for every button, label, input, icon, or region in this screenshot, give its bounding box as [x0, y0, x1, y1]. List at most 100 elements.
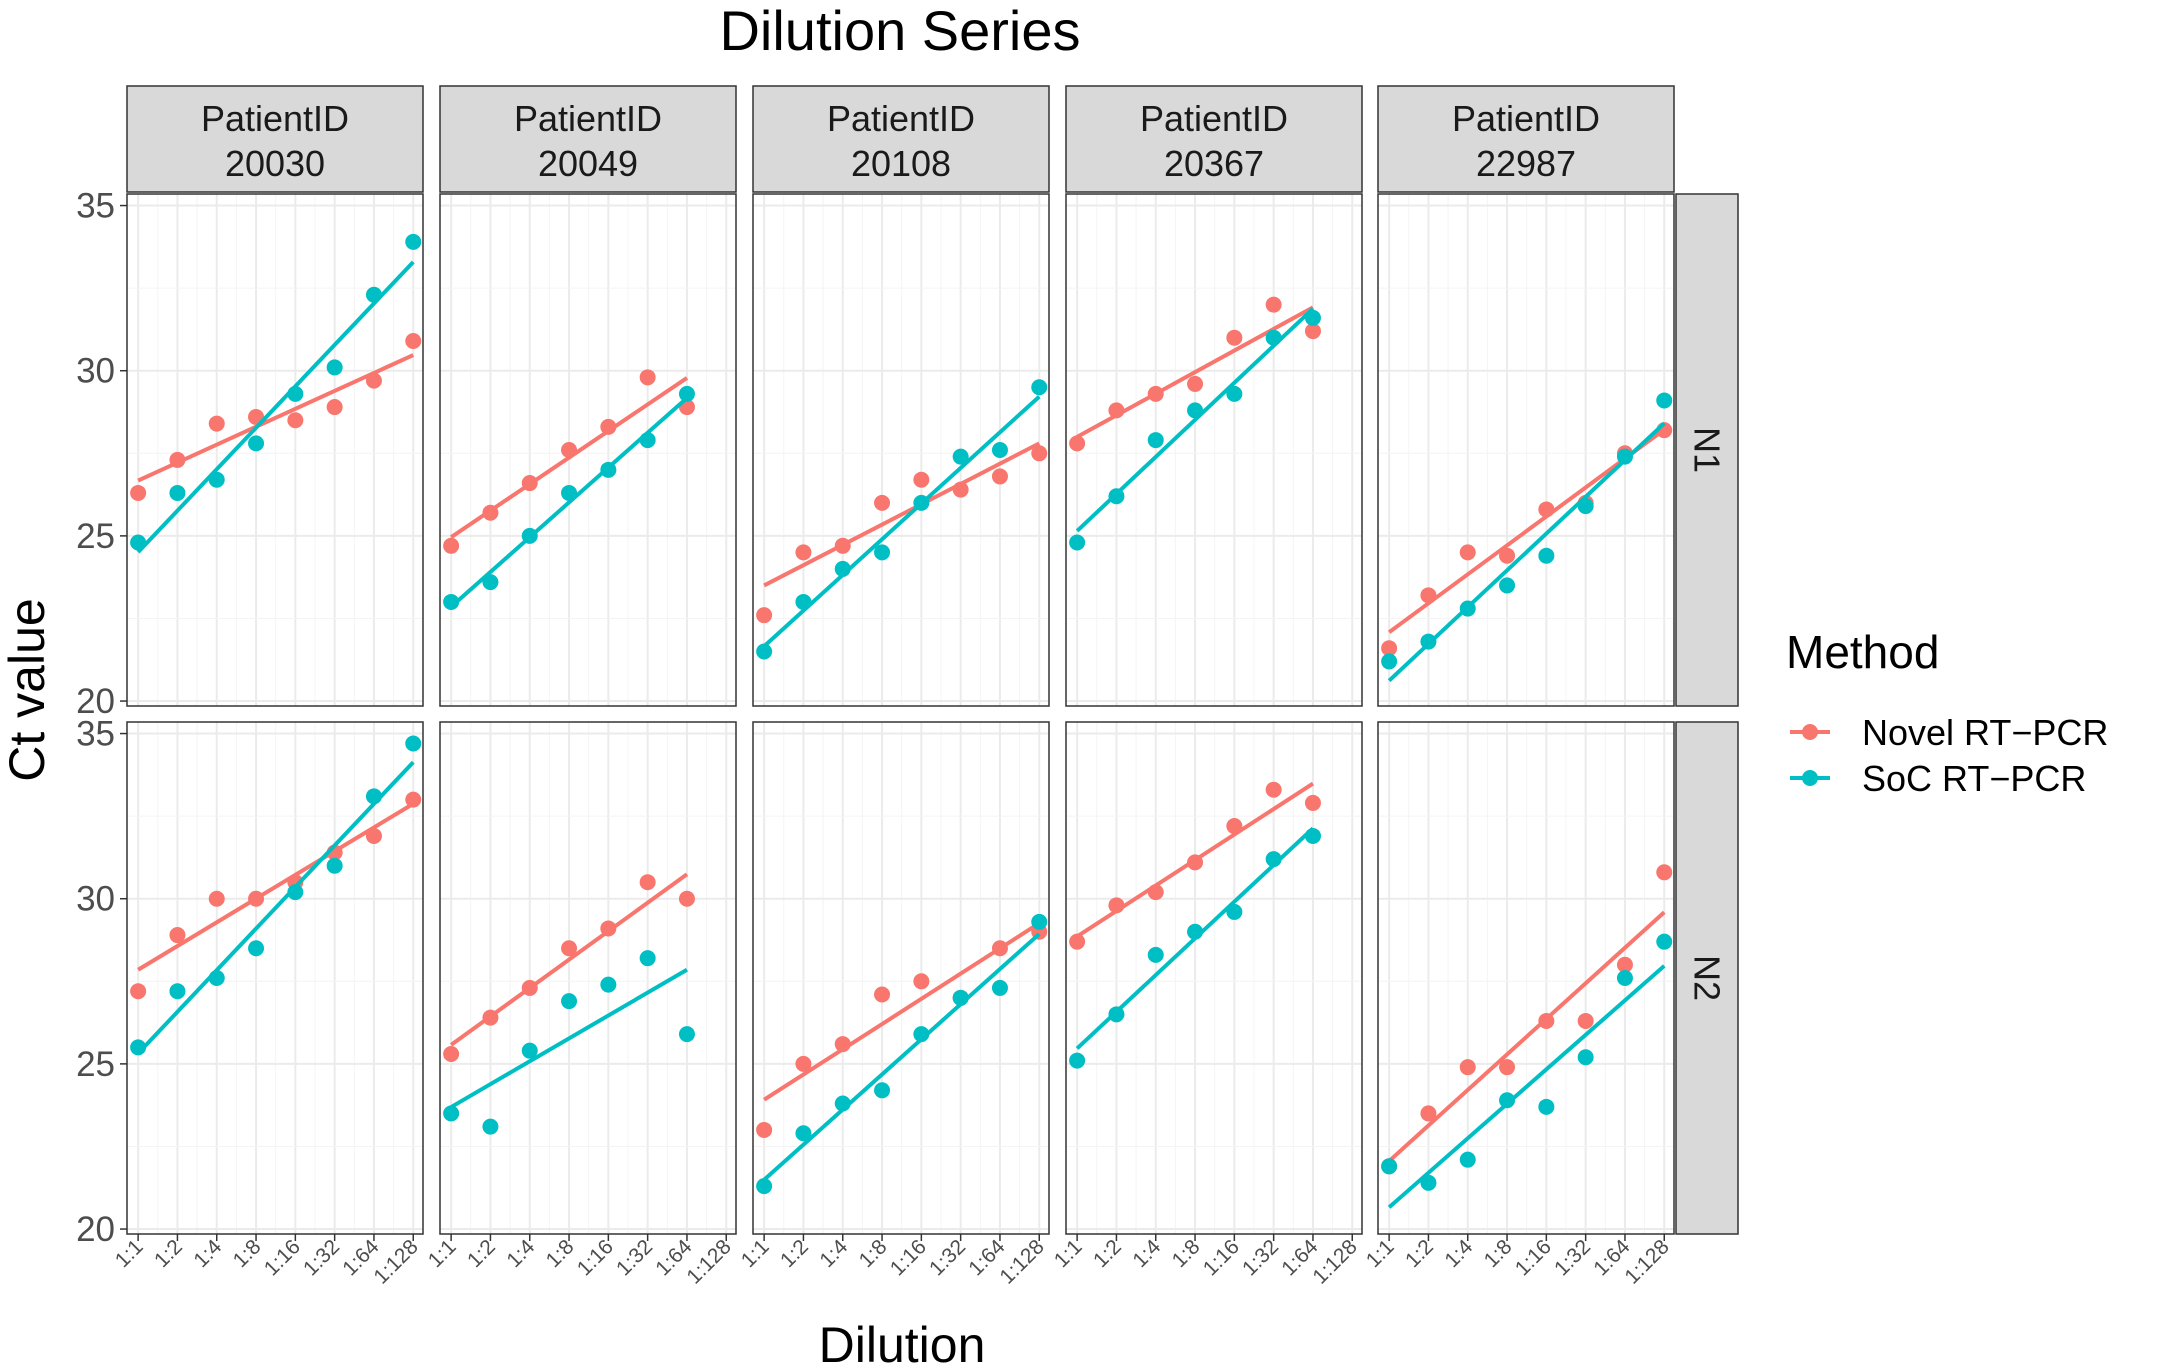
- data-point-novel: [1265, 296, 1282, 313]
- data-point-novel: [1069, 933, 1086, 950]
- y-axis-label: Ct value: [0, 598, 55, 781]
- data-point-novel: [834, 537, 851, 554]
- data-point-soc: [874, 544, 891, 561]
- x-tick-label: 1:2: [150, 1235, 187, 1272]
- data-point-soc: [1187, 402, 1204, 419]
- panel-N1-20049: [439, 193, 737, 707]
- data-point-novel: [1108, 897, 1125, 914]
- data-point-soc: [1459, 600, 1476, 617]
- trend-line-novel: [1387, 910, 1666, 1163]
- data-point-soc: [169, 983, 186, 1000]
- data-point-soc: [326, 359, 343, 376]
- data-point-soc: [405, 735, 422, 752]
- data-point-novel: [1304, 323, 1321, 340]
- legend-dot-soc: [1802, 770, 1818, 786]
- facet-strip-20108: [752, 85, 1050, 193]
- data-point-soc: [1577, 1049, 1594, 1066]
- x-tick-label: 1:8: [1168, 1235, 1205, 1272]
- data-point-novel: [405, 332, 422, 349]
- data-point-novel: [1187, 854, 1204, 871]
- data-point-novel: [834, 1036, 851, 1053]
- data-point-novel: [1499, 1059, 1516, 1076]
- data-point-novel: [1031, 445, 1048, 462]
- facet-panels: PatientID20030PatientID20049PatientID201…: [76, 85, 1739, 1289]
- data-point-soc: [561, 993, 578, 1010]
- facet-strip-label: PatientID: [1452, 98, 1600, 139]
- panel-N2-20367: 1:1 1:2 1:4 1:81:161:321:641:128: [1050, 721, 1363, 1289]
- y-tick-label: 25: [76, 1045, 115, 1084]
- data-point-soc: [1420, 1174, 1437, 1191]
- data-point-soc: [1108, 1006, 1125, 1023]
- data-point-novel: [130, 983, 147, 1000]
- x-tick-label: 1:16: [1199, 1235, 1244, 1280]
- data-point-novel: [600, 920, 617, 937]
- y-tick-label: 20: [76, 1210, 115, 1249]
- panel-border: [1065, 193, 1363, 707]
- panel-background: [127, 194, 423, 706]
- x-tick-label: 1:8: [1480, 1235, 1517, 1272]
- data-point-novel: [756, 607, 773, 624]
- data-point-novel: [1187, 375, 1204, 392]
- x-tick-label: 1:128: [682, 1235, 735, 1288]
- data-point-novel: [874, 986, 891, 1003]
- data-point-soc: [130, 1039, 147, 1056]
- y-tick-label: 30: [76, 880, 115, 919]
- panel-border: [1377, 721, 1675, 1235]
- data-point-novel: [1499, 547, 1516, 564]
- data-point-soc: [248, 940, 265, 957]
- data-point-novel: [1226, 329, 1243, 346]
- data-point-novel: [521, 979, 538, 996]
- data-point-soc: [482, 574, 499, 591]
- data-point-novel: [1538, 501, 1555, 518]
- data-point-soc: [834, 1095, 851, 1112]
- data-point-soc: [1499, 577, 1516, 594]
- facet-strip-label: PatientID: [201, 98, 349, 139]
- x-axis-label: Dilution: [819, 1317, 986, 1370]
- x-tick-label: 1:1: [737, 1235, 774, 1272]
- data-point-novel: [678, 890, 695, 907]
- data-point-soc: [1147, 946, 1164, 963]
- data-point-novel: [874, 494, 891, 511]
- data-point-soc: [1108, 488, 1125, 505]
- data-point-soc: [365, 286, 382, 303]
- data-point-novel: [795, 1055, 812, 1072]
- trend-line-soc: [1387, 964, 1666, 1209]
- panel-background: [1066, 194, 1362, 706]
- panel-N1-20108: [752, 193, 1050, 707]
- panel-N2-20030: 1:1 1:2 1:4 1:81:161:321:641:128: [111, 721, 424, 1289]
- data-point-soc: [1265, 851, 1282, 868]
- chart-title: Dilution Series: [719, 0, 1080, 62]
- facet-strip-20049: [439, 85, 737, 193]
- data-point-novel: [639, 874, 656, 891]
- panel-border: [1377, 193, 1675, 707]
- x-tick-label: 1:128: [369, 1235, 422, 1288]
- data-point-soc: [169, 484, 186, 501]
- data-point-soc: [874, 1082, 891, 1099]
- legend-entry-soc: SoC RT−PCR: [1790, 758, 2086, 799]
- data-point-soc: [913, 1026, 930, 1043]
- x-tick-label: 1:32: [612, 1235, 657, 1280]
- data-point-soc: [208, 471, 225, 488]
- data-point-novel: [208, 415, 225, 432]
- data-point-novel: [1226, 818, 1243, 835]
- data-point-soc: [443, 1105, 460, 1122]
- x-tick-label: 1:32: [925, 1235, 970, 1280]
- data-point-novel: [913, 471, 930, 488]
- data-point-soc: [1616, 448, 1633, 465]
- data-point-soc: [1381, 1158, 1398, 1175]
- facet-row-strip-N1: [1675, 193, 1739, 707]
- data-point-soc: [1226, 903, 1243, 920]
- y-tick-label: 35: [76, 715, 115, 754]
- trend-line-novel: [763, 441, 1041, 588]
- data-point-soc: [326, 857, 343, 874]
- x-tick-label: 1:32: [299, 1235, 344, 1280]
- x-tick-label: 1:2: [776, 1235, 813, 1272]
- data-point-soc: [287, 884, 304, 901]
- x-tick-label: 1:16: [886, 1235, 931, 1280]
- data-point-novel: [1420, 1105, 1437, 1122]
- data-point-novel: [365, 827, 382, 844]
- facet-strip-label: 20108: [851, 143, 951, 184]
- data-point-soc: [639, 950, 656, 967]
- x-tick-label: 1:1: [1362, 1235, 1399, 1272]
